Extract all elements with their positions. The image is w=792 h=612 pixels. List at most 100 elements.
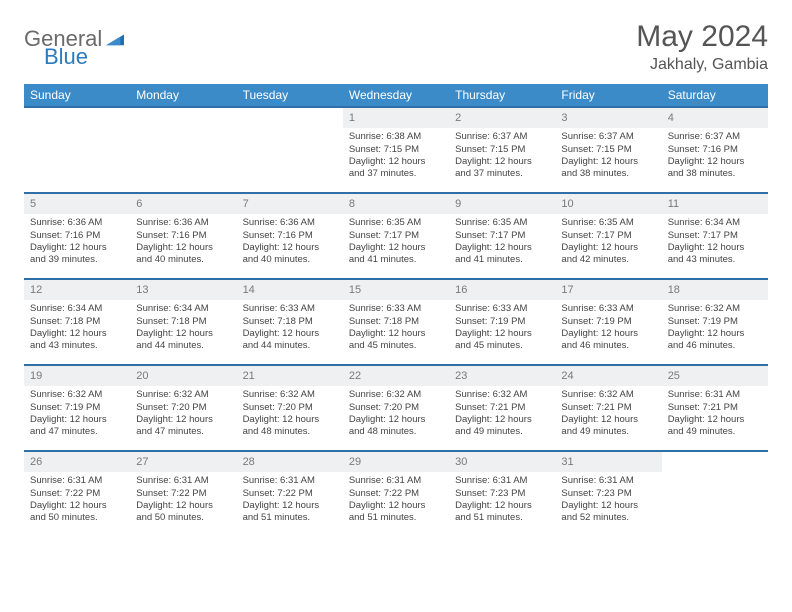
sunrise-text: Sunrise: 6:31 AM	[349, 475, 443, 487]
calendar-cell: 11Sunrise: 6:34 AMSunset: 7:17 PMDayligh…	[662, 192, 768, 278]
day-number: 4	[662, 106, 768, 128]
weekday-header: Thursday	[449, 84, 555, 106]
sunset-text: Sunset: 7:19 PM	[561, 316, 655, 328]
daylight-text: Daylight: 12 hours and 45 minutes.	[349, 328, 443, 353]
day-content: Sunrise: 6:32 AMSunset: 7:20 PMDaylight:…	[237, 386, 343, 442]
weekday-header: Friday	[555, 84, 661, 106]
sunrise-text: Sunrise: 6:35 AM	[455, 217, 549, 229]
calendar-cell: 30Sunrise: 6:31 AMSunset: 7:23 PMDayligh…	[449, 450, 555, 536]
sunset-text: Sunset: 7:22 PM	[243, 488, 337, 500]
sunset-text: Sunset: 7:18 PM	[136, 316, 230, 328]
daylight-text: Daylight: 12 hours and 40 minutes.	[136, 242, 230, 267]
day-content: Sunrise: 6:31 AMSunset: 7:22 PMDaylight:…	[343, 472, 449, 528]
calendar-cell: 13Sunrise: 6:34 AMSunset: 7:18 PMDayligh…	[130, 278, 236, 364]
sunset-text: Sunset: 7:18 PM	[243, 316, 337, 328]
sunset-text: Sunset: 7:16 PM	[243, 230, 337, 242]
day-number: 25	[662, 364, 768, 386]
day-number	[662, 450, 768, 458]
location-label: Jakhaly, Gambia	[636, 56, 768, 74]
daylight-text: Daylight: 12 hours and 48 minutes.	[349, 414, 443, 439]
day-number: 14	[237, 278, 343, 300]
calendar-cell: 20Sunrise: 6:32 AMSunset: 7:20 PMDayligh…	[130, 364, 236, 450]
sunset-text: Sunset: 7:15 PM	[349, 144, 443, 156]
calendar-cell: 22Sunrise: 6:32 AMSunset: 7:20 PMDayligh…	[343, 364, 449, 450]
calendar-cell: 5Sunrise: 6:36 AMSunset: 7:16 PMDaylight…	[24, 192, 130, 278]
daylight-text: Daylight: 12 hours and 45 minutes.	[455, 328, 549, 353]
day-number: 22	[343, 364, 449, 386]
sunset-text: Sunset: 7:21 PM	[561, 402, 655, 414]
daylight-text: Daylight: 12 hours and 50 minutes.	[30, 500, 124, 525]
daylight-text: Daylight: 12 hours and 40 minutes.	[243, 242, 337, 267]
sunrise-text: Sunrise: 6:32 AM	[136, 389, 230, 401]
day-number: 29	[343, 450, 449, 472]
daylight-text: Daylight: 12 hours and 42 minutes.	[561, 242, 655, 267]
daylight-text: Daylight: 12 hours and 49 minutes.	[668, 414, 762, 439]
day-content: Sunrise: 6:35 AMSunset: 7:17 PMDaylight:…	[343, 214, 449, 270]
calendar-cell: 16Sunrise: 6:33 AMSunset: 7:19 PMDayligh…	[449, 278, 555, 364]
calendar-cell: 31Sunrise: 6:31 AMSunset: 7:23 PMDayligh…	[555, 450, 661, 536]
calendar-cell: 18Sunrise: 6:32 AMSunset: 7:19 PMDayligh…	[662, 278, 768, 364]
daylight-text: Daylight: 12 hours and 47 minutes.	[30, 414, 124, 439]
sunset-text: Sunset: 7:19 PM	[668, 316, 762, 328]
sunset-text: Sunset: 7:19 PM	[455, 316, 549, 328]
calendar-cell	[130, 106, 236, 192]
sunrise-text: Sunrise: 6:37 AM	[668, 131, 762, 143]
daylight-text: Daylight: 12 hours and 37 minutes.	[349, 156, 443, 181]
daylight-text: Daylight: 12 hours and 43 minutes.	[30, 328, 124, 353]
calendar-cell: 10Sunrise: 6:35 AMSunset: 7:17 PMDayligh…	[555, 192, 661, 278]
sunset-text: Sunset: 7:18 PM	[30, 316, 124, 328]
sunset-text: Sunset: 7:22 PM	[30, 488, 124, 500]
day-number	[24, 106, 130, 114]
day-content: Sunrise: 6:33 AMSunset: 7:19 PMDaylight:…	[555, 300, 661, 356]
day-content: Sunrise: 6:36 AMSunset: 7:16 PMDaylight:…	[24, 214, 130, 270]
calendar-cell: 28Sunrise: 6:31 AMSunset: 7:22 PMDayligh…	[237, 450, 343, 536]
day-content: Sunrise: 6:34 AMSunset: 7:17 PMDaylight:…	[662, 214, 768, 270]
day-content: Sunrise: 6:34 AMSunset: 7:18 PMDaylight:…	[130, 300, 236, 356]
calendar-row: 19Sunrise: 6:32 AMSunset: 7:19 PMDayligh…	[24, 364, 768, 450]
calendar-row: 26Sunrise: 6:31 AMSunset: 7:22 PMDayligh…	[24, 450, 768, 536]
sunset-text: Sunset: 7:23 PM	[561, 488, 655, 500]
daylight-text: Daylight: 12 hours and 47 minutes.	[136, 414, 230, 439]
sunrise-text: Sunrise: 6:31 AM	[561, 475, 655, 487]
day-content: Sunrise: 6:36 AMSunset: 7:16 PMDaylight:…	[237, 214, 343, 270]
calendar-cell: 15Sunrise: 6:33 AMSunset: 7:18 PMDayligh…	[343, 278, 449, 364]
sunrise-text: Sunrise: 6:36 AM	[136, 217, 230, 229]
sunrise-text: Sunrise: 6:38 AM	[349, 131, 443, 143]
sunrise-text: Sunrise: 6:33 AM	[561, 303, 655, 315]
sunrise-text: Sunrise: 6:31 AM	[136, 475, 230, 487]
day-content: Sunrise: 6:32 AMSunset: 7:21 PMDaylight:…	[555, 386, 661, 442]
day-content: Sunrise: 6:32 AMSunset: 7:20 PMDaylight:…	[343, 386, 449, 442]
sunset-text: Sunset: 7:20 PM	[349, 402, 443, 414]
logo-text-blue: Blue	[44, 44, 88, 70]
day-number: 9	[449, 192, 555, 214]
day-content: Sunrise: 6:32 AMSunset: 7:19 PMDaylight:…	[662, 300, 768, 356]
sunrise-text: Sunrise: 6:31 AM	[455, 475, 549, 487]
calendar-row: 1Sunrise: 6:38 AMSunset: 7:15 PMDaylight…	[24, 106, 768, 192]
daylight-text: Daylight: 12 hours and 39 minutes.	[30, 242, 124, 267]
calendar-table: Sunday Monday Tuesday Wednesday Thursday…	[24, 84, 768, 536]
weekday-header: Saturday	[662, 84, 768, 106]
sunset-text: Sunset: 7:22 PM	[349, 488, 443, 500]
daylight-text: Daylight: 12 hours and 38 minutes.	[561, 156, 655, 181]
calendar-cell: 21Sunrise: 6:32 AMSunset: 7:20 PMDayligh…	[237, 364, 343, 450]
day-number: 2	[449, 106, 555, 128]
day-number: 19	[24, 364, 130, 386]
day-number: 20	[130, 364, 236, 386]
day-number: 16	[449, 278, 555, 300]
calendar-cell: 7Sunrise: 6:36 AMSunset: 7:16 PMDaylight…	[237, 192, 343, 278]
day-content: Sunrise: 6:36 AMSunset: 7:16 PMDaylight:…	[130, 214, 236, 270]
day-content: Sunrise: 6:38 AMSunset: 7:15 PMDaylight:…	[343, 128, 449, 184]
calendar-cell: 17Sunrise: 6:33 AMSunset: 7:19 PMDayligh…	[555, 278, 661, 364]
day-number: 31	[555, 450, 661, 472]
calendar-cell: 4Sunrise: 6:37 AMSunset: 7:16 PMDaylight…	[662, 106, 768, 192]
day-number: 11	[662, 192, 768, 214]
day-number: 3	[555, 106, 661, 128]
calendar-row: 5Sunrise: 6:36 AMSunset: 7:16 PMDaylight…	[24, 192, 768, 278]
title-block: May 2024 Jakhaly, Gambia	[636, 20, 768, 74]
sunrise-text: Sunrise: 6:32 AM	[349, 389, 443, 401]
daylight-text: Daylight: 12 hours and 48 minutes.	[243, 414, 337, 439]
daylight-text: Daylight: 12 hours and 38 minutes.	[668, 156, 762, 181]
calendar-cell: 19Sunrise: 6:32 AMSunset: 7:19 PMDayligh…	[24, 364, 130, 450]
day-content: Sunrise: 6:31 AMSunset: 7:22 PMDaylight:…	[130, 472, 236, 528]
sunset-text: Sunset: 7:16 PM	[136, 230, 230, 242]
